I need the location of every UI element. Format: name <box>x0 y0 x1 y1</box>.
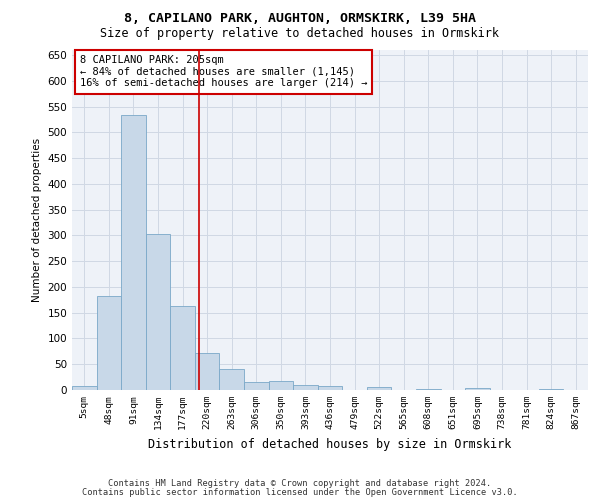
Bar <box>465 388 490 390</box>
Bar <box>72 386 97 390</box>
Bar <box>220 370 244 390</box>
Bar <box>539 389 563 390</box>
Text: Size of property relative to detached houses in Ormskirk: Size of property relative to detached ho… <box>101 28 499 40</box>
Text: 8, CAPILANO PARK, AUGHTON, ORMSKIRK, L39 5HA: 8, CAPILANO PARK, AUGHTON, ORMSKIRK, L39… <box>124 12 476 26</box>
Bar <box>170 306 195 390</box>
Text: Contains public sector information licensed under the Open Government Licence v3: Contains public sector information licen… <box>82 488 518 497</box>
Bar <box>367 388 391 390</box>
Text: Contains HM Land Registry data © Crown copyright and database right 2024.: Contains HM Land Registry data © Crown c… <box>109 478 491 488</box>
Bar <box>195 353 220 390</box>
Text: 8 CAPILANO PARK: 205sqm
← 84% of detached houses are smaller (1,145)
16% of semi: 8 CAPILANO PARK: 205sqm ← 84% of detache… <box>80 55 367 88</box>
Bar <box>146 234 170 390</box>
Bar <box>318 386 342 390</box>
Bar <box>244 382 269 390</box>
Bar <box>269 380 293 390</box>
Bar <box>97 296 121 390</box>
Bar <box>121 116 146 390</box>
Bar <box>293 385 318 390</box>
Y-axis label: Number of detached properties: Number of detached properties <box>32 138 42 302</box>
X-axis label: Distribution of detached houses by size in Ormskirk: Distribution of detached houses by size … <box>148 438 512 450</box>
Bar <box>416 389 440 390</box>
